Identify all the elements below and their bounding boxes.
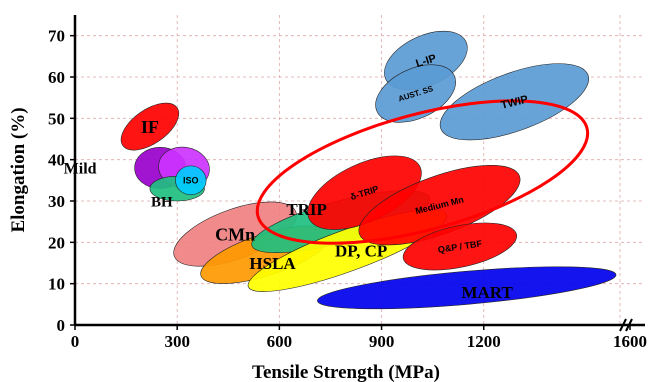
region-label-dp-cp: DP, CP bbox=[335, 242, 387, 261]
regions bbox=[120, 30, 617, 310]
x-tick-label: 1600 bbox=[613, 332, 647, 351]
y-tick-label: 0 bbox=[57, 316, 66, 335]
y-tick-label: 50 bbox=[48, 109, 65, 128]
region-iso bbox=[175, 165, 207, 196]
region-if bbox=[120, 102, 180, 151]
y-tick-label: 10 bbox=[48, 275, 65, 294]
x-axis-label: Tensile Strength (MPa) bbox=[252, 362, 440, 382]
axis-break-mark bbox=[625, 318, 633, 332]
region-label-hsla: HSLA bbox=[249, 254, 296, 273]
axis-break-mark bbox=[619, 318, 627, 332]
region-label-bh: BH bbox=[151, 194, 173, 210]
y-axis-label: Elongation (%) bbox=[8, 107, 29, 232]
region-mart bbox=[317, 266, 617, 310]
region-label-mart: MART bbox=[461, 283, 513, 302]
region-label-iso: ISO bbox=[183, 175, 199, 185]
x-tick-label: 900 bbox=[369, 332, 395, 351]
region-outline bbox=[255, 99, 590, 245]
region-label-if: IF bbox=[141, 117, 159, 137]
region-label-mild: Mild bbox=[64, 161, 97, 178]
y-tick-label: 60 bbox=[48, 68, 65, 87]
x-tick-label: 600 bbox=[267, 332, 293, 351]
y-tick-label: 40 bbox=[48, 151, 65, 170]
axes: 0 10 20 30 40 50 60 70 0 300 600 900 1200 1600 bbox=[48, 15, 647, 351]
region-q-p-tbf bbox=[402, 222, 518, 271]
y-tick-label: 70 bbox=[48, 27, 65, 46]
y-tick-label: 30 bbox=[48, 192, 65, 211]
x-tick-label: 1200 bbox=[467, 332, 501, 351]
x-tick-label: 0 bbox=[71, 332, 80, 351]
region-label-l-ip: L-IP bbox=[414, 52, 437, 70]
region-label-trip: TRIP bbox=[286, 200, 327, 219]
region-label-cmn: CMn bbox=[215, 224, 255, 244]
x-tick-label: 300 bbox=[164, 332, 190, 351]
y-tick-label: 20 bbox=[48, 233, 65, 252]
